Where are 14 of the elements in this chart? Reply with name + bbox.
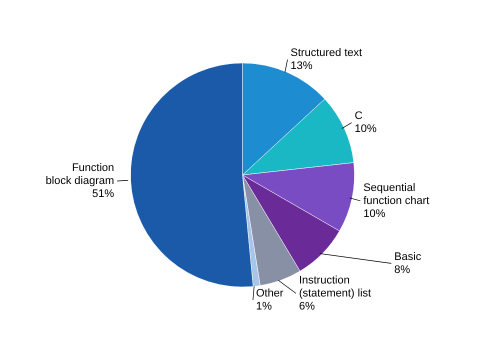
slice-label: Instruction (statement) list <box>298 274 372 300</box>
slice-label: Sequential function chart <box>363 182 430 207</box>
data-label: 1% <box>256 300 272 312</box>
data-label: 51% <box>92 188 114 200</box>
data-label: 10% <box>354 123 377 136</box>
data-label: 13% <box>290 60 313 72</box>
slice-label: Basic <box>394 250 422 263</box>
slice-label: Other <box>256 287 284 300</box>
data-label: 6% <box>298 300 316 312</box>
data-label: 10% <box>363 208 386 220</box>
slice-label: Structured text <box>290 47 362 60</box>
slice-label: C <box>354 110 363 122</box>
data-label: 8% <box>394 264 410 276</box>
slice-label: Function block diagram <box>46 162 114 187</box>
